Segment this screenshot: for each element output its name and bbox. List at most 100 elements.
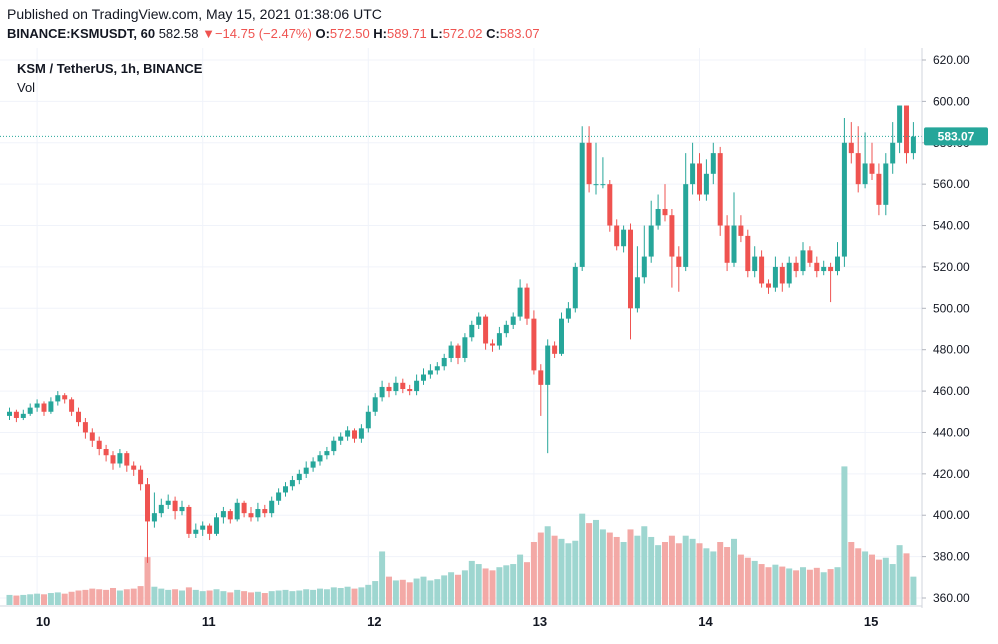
- candle-body: [200, 525, 206, 530]
- price-tick-label: 400.00: [933, 508, 970, 522]
- volume-bar: [848, 542, 855, 605]
- price-chart[interactable]: 360.00 380.00 400.00 420.00 440.00 460.00 480.…: [0, 48, 998, 644]
- price-tick-label: 520.00: [933, 260, 970, 274]
- candle-body: [821, 266, 827, 272]
- volume-bar: [220, 591, 227, 605]
- volume-bar: [482, 568, 489, 605]
- volume-bar: [227, 592, 234, 605]
- candle-body: [124, 453, 130, 466]
- candle-body: [462, 337, 468, 358]
- volume-bar: [254, 591, 261, 605]
- volume-bar: [827, 569, 834, 605]
- volume-bar: [889, 564, 896, 605]
- volume-legend: Vol: [17, 80, 36, 95]
- open-label: O:: [315, 26, 330, 41]
- candle-body: [372, 397, 378, 412]
- candle-body: [690, 163, 696, 185]
- candle-body: [503, 324, 509, 334]
- candle-body: [165, 500, 171, 505]
- volume-bar: [344, 586, 351, 605]
- candle-body: [303, 467, 309, 474]
- volume-bar: [468, 560, 475, 605]
- volume-bar: [503, 565, 510, 605]
- candle-body: [683, 184, 689, 267]
- candle-body: [490, 343, 495, 346]
- volume-bar: [758, 564, 765, 605]
- volume-bar: [820, 572, 827, 605]
- volume-bar: [662, 542, 668, 605]
- candle-body: [421, 374, 426, 381]
- candle-body: [227, 511, 233, 520]
- volume-bar: [875, 559, 882, 605]
- candle-body: [27, 407, 33, 414]
- volume-bar: [530, 542, 537, 605]
- volume-bar: [648, 536, 655, 605]
- candle-body: [745, 235, 751, 272]
- volume-bar: [241, 591, 248, 605]
- volume-bar: [116, 590, 123, 605]
- volume-bar: [206, 590, 213, 605]
- candle-body: [55, 395, 61, 402]
- candle-body: [69, 399, 75, 412]
- candle-body: [883, 163, 889, 205]
- volume-bar: [434, 579, 441, 605]
- candle-body: [786, 262, 792, 284]
- candle-body: [828, 266, 834, 272]
- volume-bar: [744, 557, 751, 605]
- candle-body: [496, 333, 502, 346]
- candle-body: [628, 229, 633, 309]
- open-value: 572.50: [329, 26, 370, 41]
- volume-bar: [158, 588, 165, 605]
- volume-bar: [282, 589, 289, 605]
- volume-bar: [869, 554, 875, 605]
- candle-body: [697, 163, 702, 195]
- candle-body: [41, 403, 47, 412]
- candle-body: [552, 345, 558, 354]
- candle-body: [897, 105, 903, 143]
- candle-body: [82, 422, 88, 433]
- low-value: 572.02: [442, 26, 483, 41]
- candle-body: [248, 513, 254, 518]
- candle-body: [807, 250, 813, 263]
- volume-bar: [358, 587, 365, 605]
- volume-bar: [834, 567, 841, 605]
- volume-bar: [855, 548, 862, 605]
- price-tick-label: 500.00: [933, 301, 970, 315]
- candle-body: [600, 184, 606, 186]
- candle-body: [593, 184, 599, 186]
- volume-bar: [475, 564, 482, 605]
- volume-bar: [399, 579, 406, 605]
- candle-body: [103, 449, 109, 456]
- volume-bar: [779, 566, 786, 605]
- candle-body: [117, 453, 123, 464]
- volume-bar: [365, 584, 372, 605]
- candle-body: [96, 440, 102, 450]
- candle-body: [345, 430, 351, 437]
- price-tick-label: 380.00: [933, 550, 970, 564]
- volume-bar: [54, 592, 61, 605]
- candle-body: [317, 455, 323, 462]
- candle-body: [310, 461, 316, 468]
- time-tick-label: 14: [698, 614, 713, 629]
- candle-body: [289, 480, 295, 487]
- last-price: 582.58: [158, 26, 199, 41]
- volume-bar: [248, 592, 254, 605]
- candle-body: [455, 345, 461, 358]
- volume-bar: [151, 586, 158, 605]
- candle-body: [759, 256, 765, 284]
- volume-bar: [793, 570, 800, 605]
- volume-bar: [268, 591, 275, 605]
- volume-bar: [627, 529, 634, 605]
- volume-bar: [558, 538, 565, 605]
- candle-body: [676, 256, 682, 267]
- candle-body: [738, 225, 744, 236]
- candle-body: [648, 225, 654, 257]
- volume-bar: [655, 545, 662, 605]
- candle-body: [76, 411, 81, 423]
- candle-body: [214, 517, 219, 534]
- candle-body: [48, 401, 54, 412]
- volume-bar: [634, 535, 641, 605]
- candle-body: [904, 105, 909, 154]
- volume-bar: [392, 580, 399, 605]
- quote-line: BINANCE:KSMUSDT, 60 582.58 ▼−14.75 (−2.4…: [7, 26, 540, 41]
